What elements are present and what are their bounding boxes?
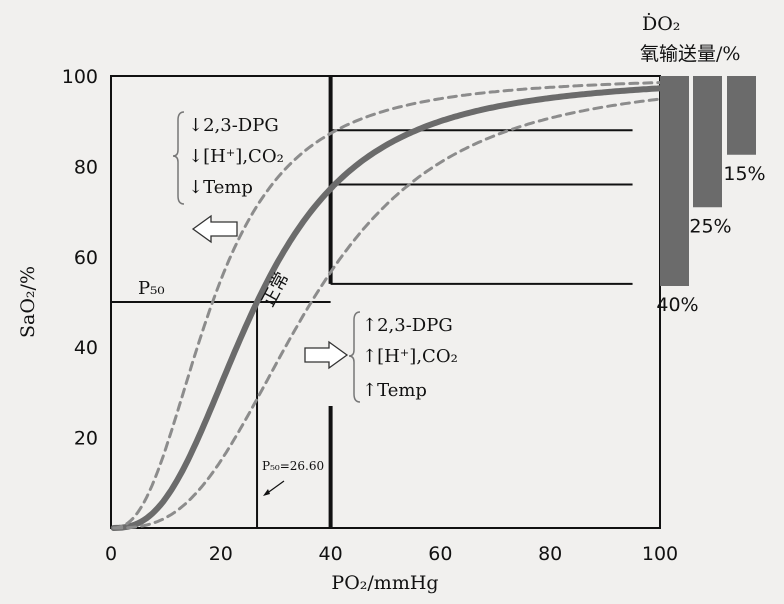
left-shift-curve [112,81,662,530]
normal-curve [110,85,663,531]
delivery-bar [660,76,689,286]
y-tick-label: 100 [62,66,98,88]
left-shift-arrow-icon [191,214,238,244]
left-shift-brace [172,111,185,205]
left-factor-temp: ↓Temp [188,177,253,198]
right-shift-brace [348,311,361,403]
p50-value-label: P₅₀=26.60 [262,459,324,473]
right-shift-arrow-icon [304,340,349,370]
delivery-title-line1: ḊO₂ [642,12,680,35]
x-tick-label: 20 [209,543,233,565]
y-tick-label: 80 [74,156,98,178]
x-tick-label: 0 [105,543,117,565]
left-factor-h-co2: ↓[H⁺],CO₂ [188,146,284,167]
right-factor-temp: ↑Temp [362,380,427,401]
x-axis-label: PO₂/mmHg [331,572,438,594]
y-tick-label: 60 [74,247,98,269]
delivery-bar [693,76,722,208]
delivery-bar [727,76,756,155]
delivery-bar-label: 15% [723,163,765,185]
y-tick-label: 40 [74,337,98,359]
y-tick-label: 20 [74,428,98,450]
p50-pointer-arrowhead [263,489,270,496]
normal-curve-label: 正常 [258,269,293,311]
delivery-bar-label: 25% [689,215,731,237]
p50-label: P₅₀ [138,278,165,299]
delivery-title-line2: 氧输送量/% [640,43,740,65]
left-factor-dpg: ↓2,3-DPG [188,115,279,136]
x-tick-label: 40 [319,543,343,565]
right-shift-curve [112,97,662,530]
delivery-bar-label: 40% [656,294,698,316]
x-tick-label: 80 [538,543,562,565]
x-tick-label: 60 [428,543,452,565]
x-tick-label: 100 [642,543,678,565]
right-factor-dpg: ↑2,3-DPG [362,315,453,336]
right-factor-h-co2: ↑[H⁺],CO₂ [362,346,458,367]
y-axis-label: SaO₂/% [17,266,39,338]
